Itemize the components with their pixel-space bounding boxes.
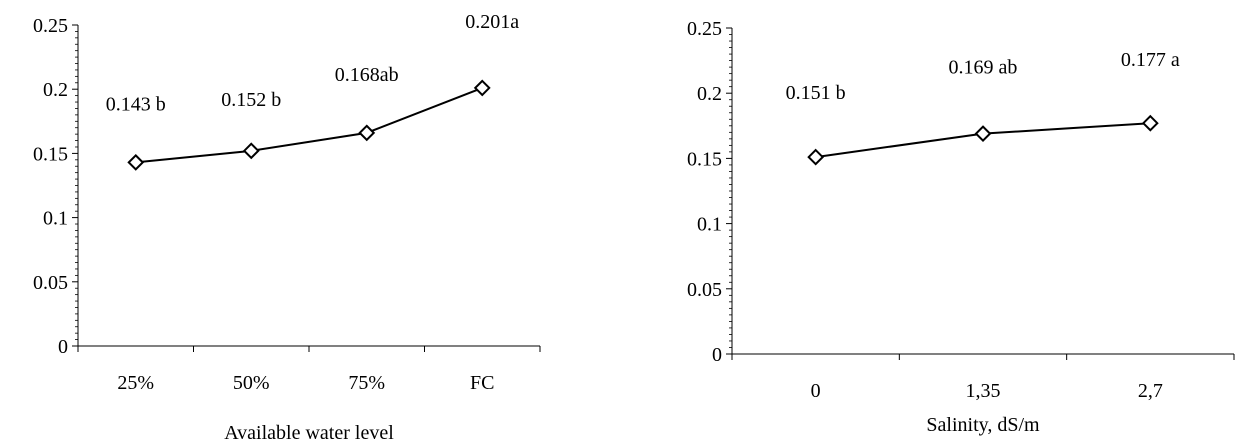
- data-label: 0.201a: [465, 11, 519, 33]
- y-tick-label: 0.1: [43, 208, 68, 230]
- data-point-marker: [974, 125, 992, 143]
- data-label: 0.151 b: [786, 82, 846, 104]
- y-tick-label: 0.2: [43, 79, 68, 101]
- x-tick-label: 1,35: [966, 380, 1001, 402]
- data-label: 0.177 a: [1121, 49, 1180, 71]
- x-tick-label: 25%: [117, 372, 154, 394]
- x-tick-label: 75%: [348, 372, 385, 394]
- y-tick-label: 0.05: [687, 279, 722, 301]
- x-tick-label: 2,7: [1138, 380, 1163, 402]
- chart-water-level: 0 0.05 0.1 0.15 0.2 0.25 25% 50% 75% FC Available …: [33, 11, 541, 444]
- x-tick-label: 0: [811, 380, 821, 402]
- data-point-marker: [127, 153, 145, 171]
- x-axis-title: Salinity, dS/m: [926, 414, 1040, 436]
- y-tick-label: 0.05: [33, 272, 68, 294]
- y-tick-label: 0.25: [33, 15, 68, 37]
- data-point-marker: [1141, 114, 1159, 132]
- x-tick-label: 50%: [233, 372, 270, 394]
- y-tick-label: 0.1: [697, 214, 722, 236]
- data-label: 0.169 ab: [949, 57, 1018, 79]
- series-line: [135, 86, 483, 164]
- y-tick-label: 0.15: [33, 143, 68, 165]
- x-tick-label: FC: [470, 372, 494, 394]
- y-tick-label: 0.15: [687, 148, 722, 170]
- data-point-marker: [807, 148, 825, 166]
- data-label: 0.168ab: [335, 64, 399, 86]
- data-point-marker: [473, 79, 491, 97]
- data-label: 0.152 b: [221, 89, 281, 111]
- chart-salinity: 0 0.05 0.1 0.15 0.2 0.25 0 1,35 2,7 Salinity, dS/…: [687, 18, 1235, 436]
- data-label: 0.143 b: [106, 93, 166, 115]
- y-tick-label: 0: [58, 336, 68, 358]
- y-tick-label: 0.2: [697, 83, 722, 105]
- x-axis-title: Available water level: [224, 422, 394, 444]
- data-point-marker: [242, 142, 260, 160]
- y-tick-label: 0.25: [687, 18, 722, 40]
- y-tick-label: 0: [712, 344, 722, 366]
- data-point-marker: [358, 124, 376, 142]
